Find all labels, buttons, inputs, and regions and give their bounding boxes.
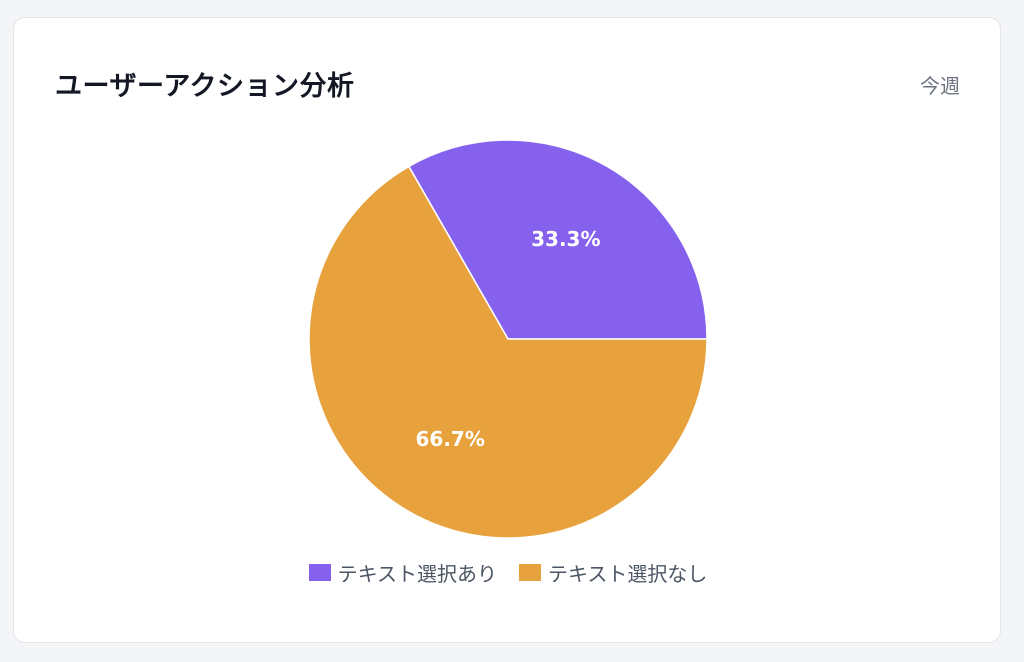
legend-label-text-selected: テキスト選択あり bbox=[337, 562, 497, 586]
pie-slices bbox=[308, 139, 708, 539]
legend-item-text-not-selected[interactable]: テキスト選択なし bbox=[519, 558, 707, 587]
chart-title: ユーザーアクション分析 bbox=[55, 71, 355, 102]
pie-slice-label: 66.7% bbox=[415, 427, 484, 451]
pie-chart: 33.3% 66.7% bbox=[308, 139, 708, 539]
legend-swatch-text-selected bbox=[308, 564, 331, 581]
period-label[interactable]: 今週 bbox=[920, 74, 960, 98]
pie-slice-label: 33.3% bbox=[531, 227, 600, 251]
pie-slice-text-not-selected[interactable] bbox=[308, 165, 708, 539]
legend-label-text-not-selected: テキスト選択なし bbox=[548, 562, 708, 586]
pie-slice-labels: 33.3% 66.7% bbox=[415, 227, 600, 451]
pie-slice-text-selected[interactable] bbox=[407, 139, 708, 340]
legend-swatch-text-not-selected bbox=[519, 564, 541, 581]
legend-item-text-selected[interactable]: テキスト選択あり bbox=[308, 558, 497, 587]
chart-legend: テキスト選択あり テキスト選択なし bbox=[14, 558, 1002, 587]
chart-card: ユーザーアクション分析 今週 33.3% 66.7% テキスト選択あり テキスト選… bbox=[13, 17, 1001, 643]
